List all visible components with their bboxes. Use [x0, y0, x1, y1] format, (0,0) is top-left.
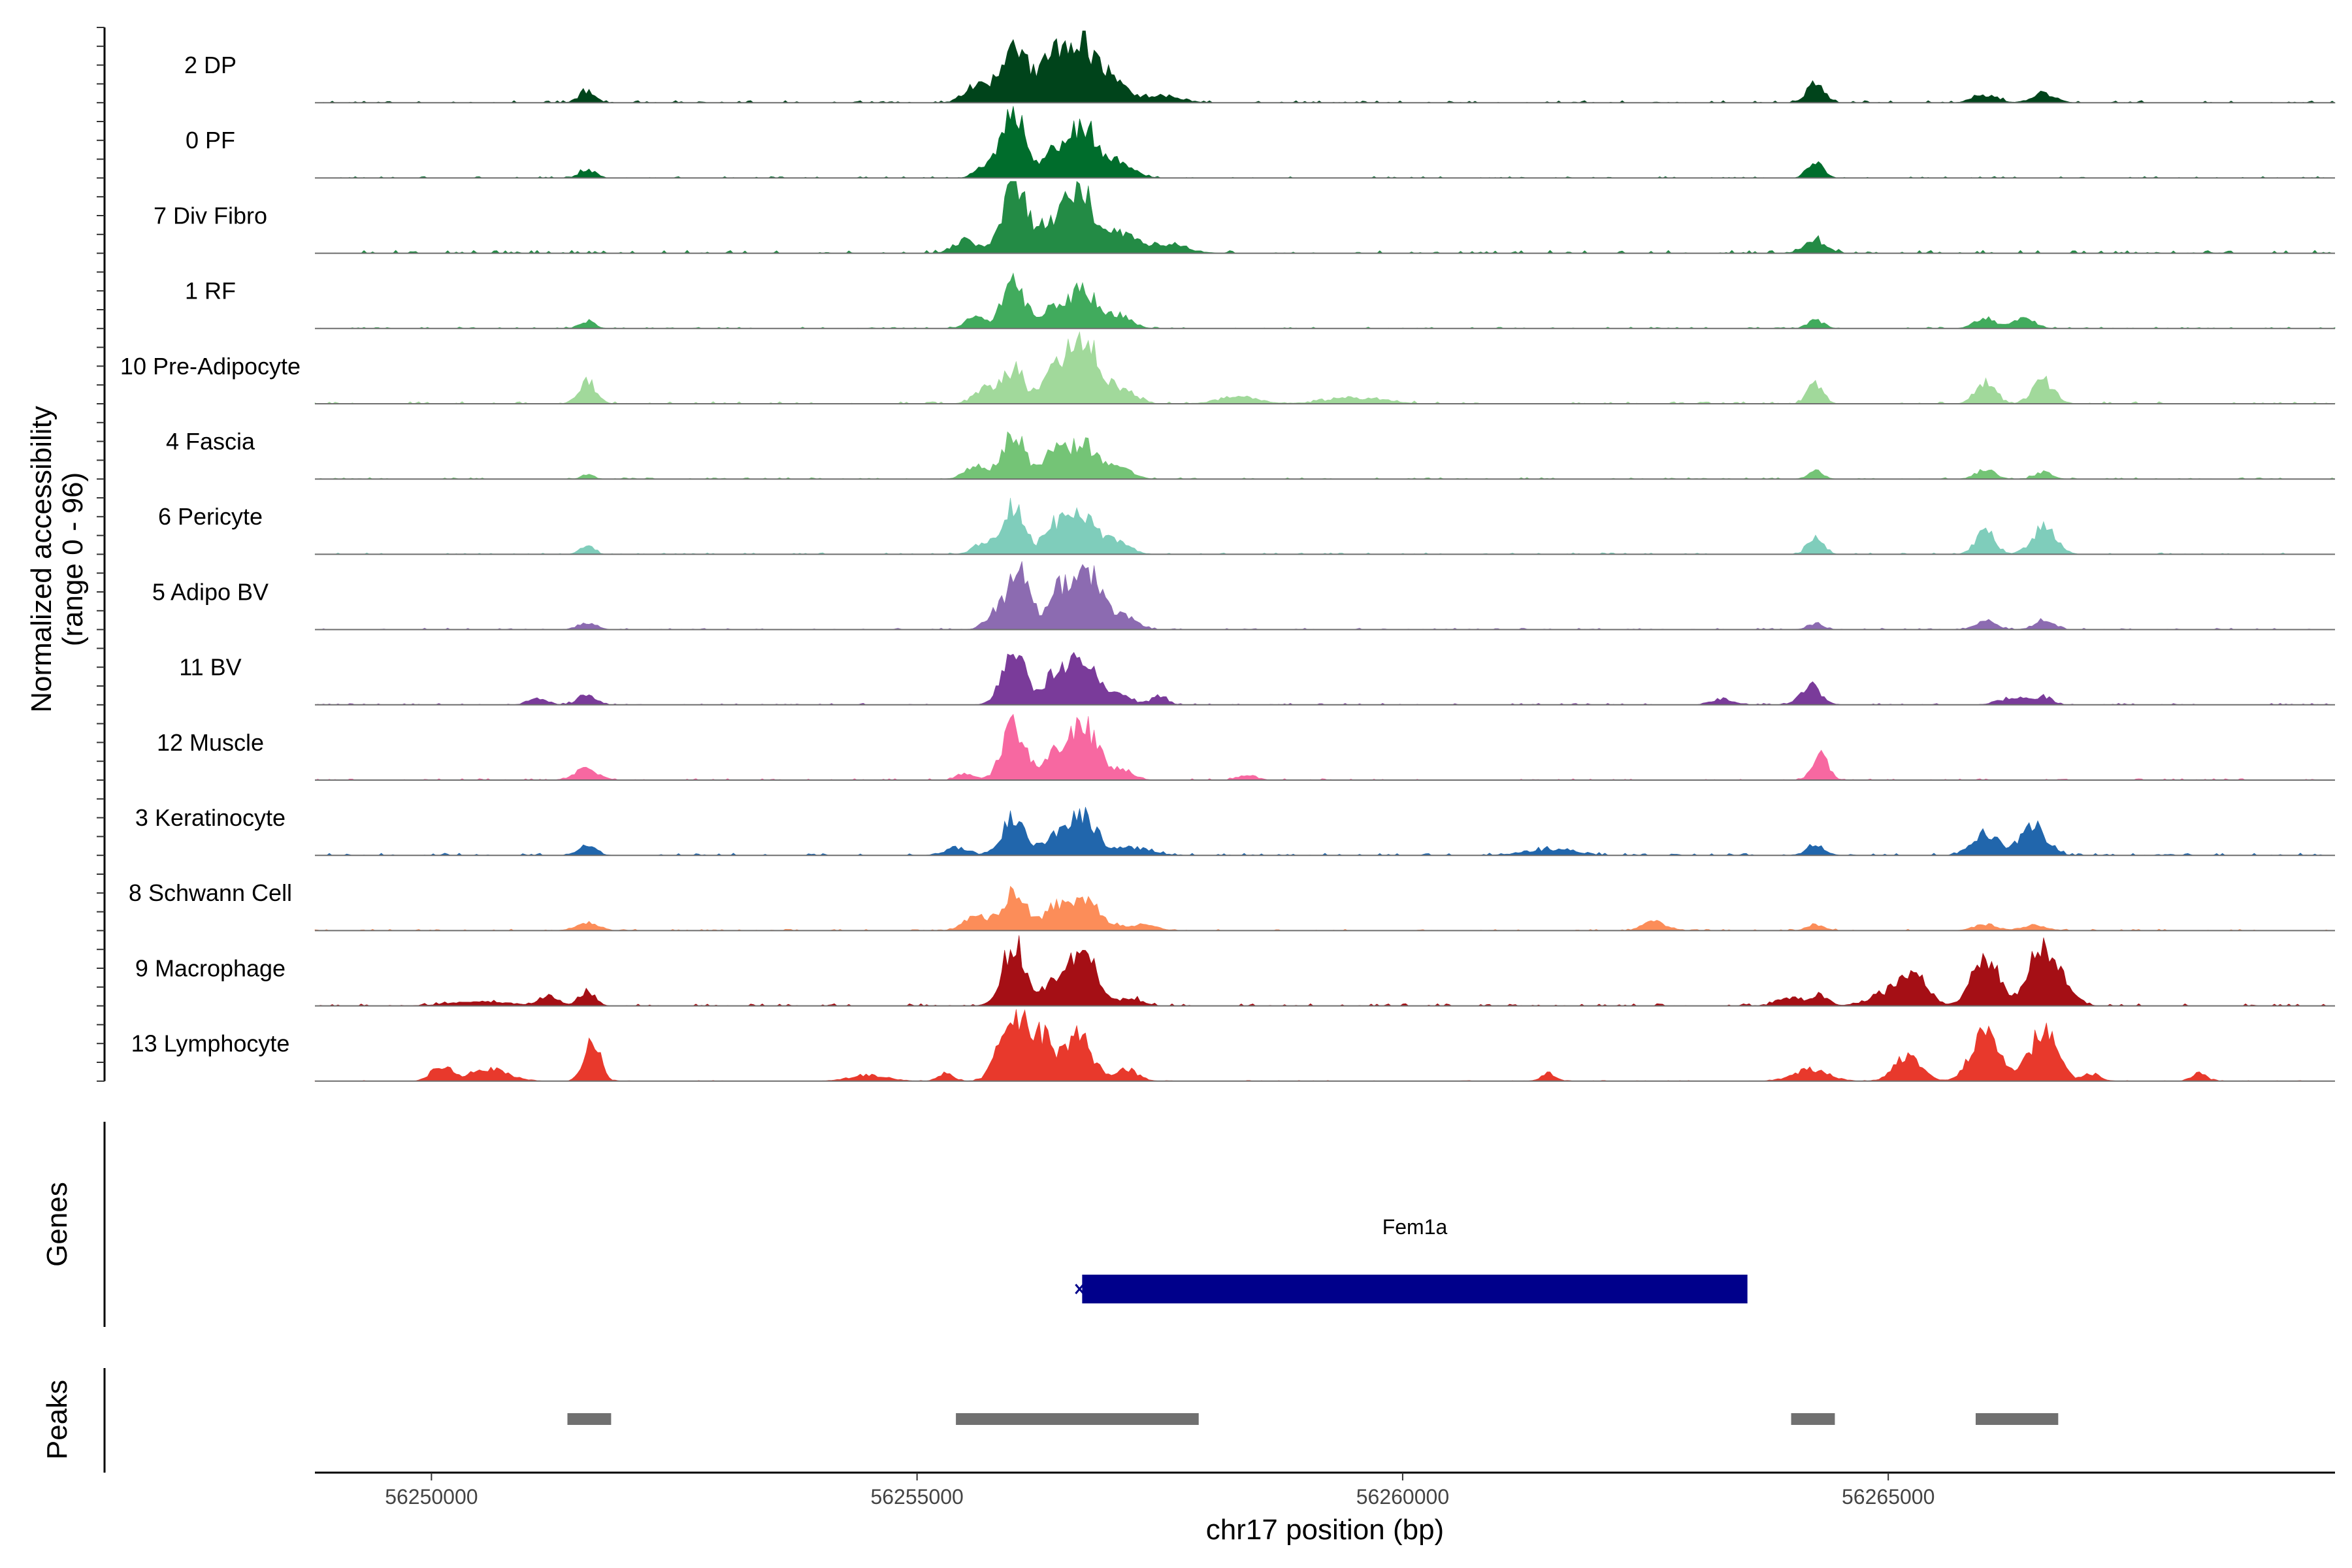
coverage-area: [314, 651, 2336, 706]
coverage-tracks: 2 DP 0 PF 7 Div Fibro 1 RF 10 Pre-Adipocyte 4…: [120, 30, 2336, 1082]
genes-panel: Fem1a: [103, 1122, 1748, 1327]
coverage-track: 4 Fascia: [166, 428, 2336, 480]
coverage-area: [314, 713, 2335, 781]
coverage-area: [315, 181, 2335, 254]
coverage-track: 6 Pericyte: [158, 497, 2335, 555]
coverage-track: 8 Schwann Cell: [129, 879, 2335, 932]
x-tick-label: 56250000: [385, 1485, 478, 1509]
coverage-track: 7 Div Fibro: [154, 181, 2335, 254]
coverage-area: [315, 807, 2335, 856]
track-label: 8 Schwann Cell: [129, 879, 292, 906]
x-tick-label: 56260000: [1356, 1485, 1449, 1509]
peak-region: [567, 1413, 612, 1425]
coverage-area: [314, 331, 2336, 404]
peaks-panel-label: Peaks: [41, 1380, 73, 1460]
gene-body-fem1a: [1082, 1275, 1748, 1303]
x-tick-label: 56255000: [870, 1485, 963, 1509]
coverage-track: 13 Lymphocyte: [131, 1009, 2335, 1082]
y-axis-title-line2: (range 0 - 96): [57, 472, 89, 647]
coverage-area: [314, 885, 2335, 931]
track-label: 11 BV: [179, 654, 241, 681]
coverage-area: [314, 497, 2335, 555]
gene-model: Fem1a: [1075, 1215, 1748, 1303]
coverage-area: [315, 30, 2336, 103]
gene-label: Fem1a: [1382, 1215, 1448, 1239]
track-label: 2 DP: [184, 52, 237, 78]
track-label: 0 PF: [186, 127, 235, 154]
x-tick-label: 56265000: [1842, 1485, 1935, 1509]
coverage-area: [315, 272, 2336, 329]
x-axis: 56250000 56255000 56260000 56265000: [315, 1471, 2335, 1509]
coverage-track: 12 Muscle: [157, 713, 2335, 781]
track-label: 4 Fascia: [166, 428, 255, 455]
track-label: 3 Keratinocyte: [135, 804, 286, 831]
peak-region: [1975, 1413, 2059, 1425]
coverage-track: 0 PF: [186, 106, 2335, 179]
track-label: 5 Adipo BV: [152, 578, 269, 605]
coverage-track: 1 RF: [185, 272, 2336, 329]
peaks-panel: [103, 1368, 2059, 1473]
y-axis-title-line1: Normalized accessibility: [25, 406, 57, 712]
coverage-track: 11 BV: [179, 651, 2336, 706]
x-axis-title: chr17 position (bp): [1206, 1514, 1444, 1546]
coverage-area: [314, 561, 2335, 630]
genes-panel-label: Genes: [41, 1182, 73, 1267]
peak-region: [956, 1413, 1199, 1425]
coverage-track: 2 DP: [184, 30, 2336, 104]
track-label: 12 Muscle: [157, 729, 264, 756]
track-label: 9 Macrophage: [135, 955, 286, 981]
track-label: 13 Lymphocyte: [131, 1030, 290, 1057]
coverage-track: 3 Keratinocyte: [135, 804, 2335, 857]
y-axis-ticks: [97, 27, 106, 1082]
coverage-area: [314, 1009, 2335, 1082]
coverage-track: 5 Adipo BV: [152, 561, 2335, 630]
strand-arrow-icon: [1075, 1284, 1085, 1294]
coverage-track: 9 Macrophage: [135, 935, 2335, 1007]
track-label: 7 Div Fibro: [154, 202, 267, 229]
coverage-area: [315, 935, 2335, 1006]
coverage-track: 10 Pre-Adipocyte: [120, 331, 2336, 404]
track-label: 6 Pericyte: [158, 503, 263, 530]
track-label: 1 RF: [185, 278, 236, 304]
coverage-area: [315, 431, 2336, 480]
track-label: 10 Pre-Adipocyte: [120, 353, 301, 380]
peak-region: [1791, 1413, 1835, 1425]
coverage-area: [315, 106, 2335, 178]
